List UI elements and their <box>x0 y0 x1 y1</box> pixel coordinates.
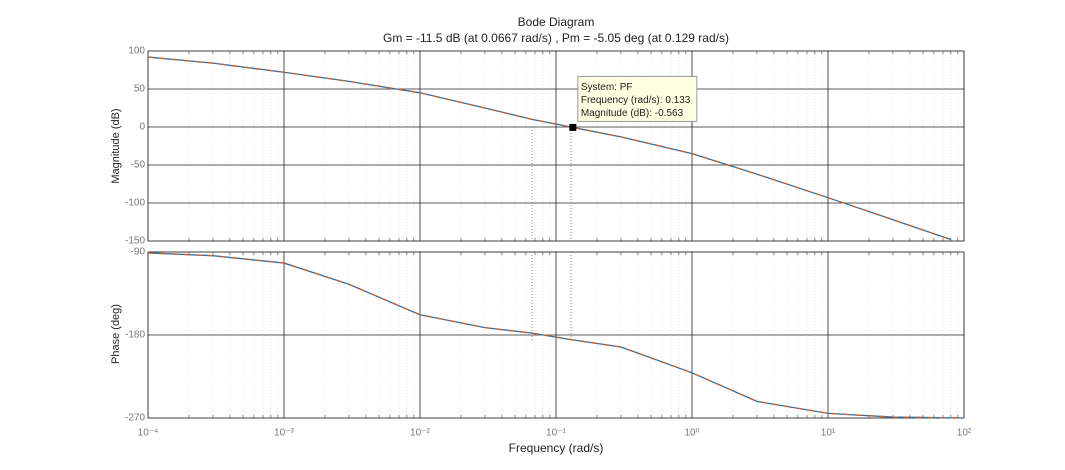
datatip: System: PF Frequency (rad/s): 0.133 Magnit… <box>569 75 698 131</box>
series-line <box>147 252 965 419</box>
datatip-text: Magnitude (dB): -0.563 <box>581 108 684 119</box>
datatip-marker <box>569 123 577 131</box>
x-axis-label: Frequency (rad/s) <box>509 441 604 455</box>
y-tick-label: -150 <box>125 236 145 247</box>
y-tick-label: 0 <box>139 122 145 133</box>
chart-title: Bode Diagram <box>518 15 595 29</box>
datatip-text: System: PF <box>581 82 633 93</box>
x-tick-label: 10⁰ <box>684 428 699 439</box>
datatip-text: Frequency (rad/s): 0.133 <box>581 95 691 106</box>
x-tick-label: 10⁻³ <box>274 428 294 439</box>
y-tick-label: -50 <box>131 160 146 171</box>
x-tick-label: 10⁻¹ <box>546 428 566 439</box>
x-tick-label: 10¹ <box>821 428 836 439</box>
y-tick-label: -100 <box>125 198 145 209</box>
series-line <box>147 56 952 241</box>
y-tick-label: -180 <box>125 330 145 341</box>
y-tick-label: 100 <box>128 46 145 57</box>
x-tick-label: 10⁻² <box>410 428 430 439</box>
y-tick-label: 50 <box>134 84 146 95</box>
y-axis-label: Magnitude (dB) <box>110 108 122 183</box>
chart-subtitle: Gm = -11.5 dB (at 0.0667 rad/s) , Pm = -… <box>383 31 729 45</box>
y-tick-label: -90 <box>131 247 146 258</box>
y-axis-label: Phase (deg) <box>110 304 122 364</box>
y-tick-label: -270 <box>125 413 145 424</box>
x-tick-label: 10² <box>957 428 972 439</box>
datatip-box <box>577 75 698 122</box>
x-tick-label: 10⁻⁴ <box>138 428 159 439</box>
